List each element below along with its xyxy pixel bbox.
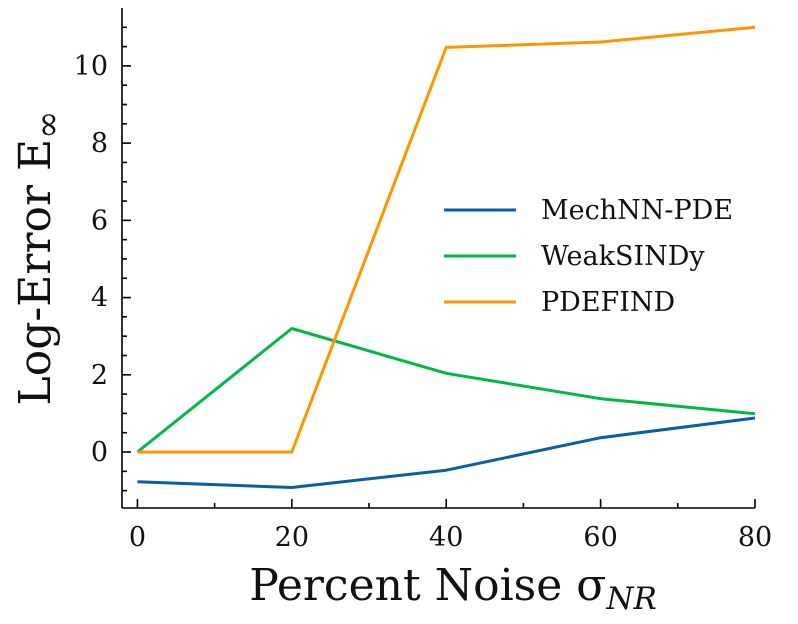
x-tick-label: 80 (738, 522, 772, 553)
y-tick-label: 2 (91, 360, 108, 391)
series-lines (136, 25, 756, 489)
y-tick-label: 0 (91, 437, 108, 468)
legend-label: MechNN-PDE (541, 195, 733, 226)
x-tick-label: 0 (129, 522, 146, 553)
x-axis-label-subscript: NR (605, 581, 656, 617)
y-tick-label: 4 (91, 283, 108, 314)
y-axis-label-subscript: ∞ (28, 111, 68, 139)
legend: MechNN-PDE WeakSINDy PDEFIND (444, 195, 733, 318)
y-tick-label: 6 (91, 205, 108, 236)
x-tick-label: 40 (429, 522, 463, 553)
y-tick-label: 8 (91, 128, 108, 159)
y-axis-label: Log-Error E∞ (10, 111, 68, 406)
legend-label: PDEFIND (541, 287, 675, 318)
series-line-pdefind (137, 25, 756, 454)
x-axis-label: Percent Noise σNR (249, 560, 657, 617)
axis-ticks: 0 20 40 60 80 0 2 4 6 8 10 (74, 26, 772, 553)
series-line-mechnn-pde (137, 416, 756, 489)
x-tick-label: 20 (275, 522, 309, 553)
x-tick-label: 60 (583, 522, 617, 553)
series-line-weaksindy (136, 327, 756, 454)
y-tick-label: 10 (74, 51, 108, 82)
legend-label: WeakSINDy (541, 241, 705, 272)
axes-spines (121, 8, 755, 509)
